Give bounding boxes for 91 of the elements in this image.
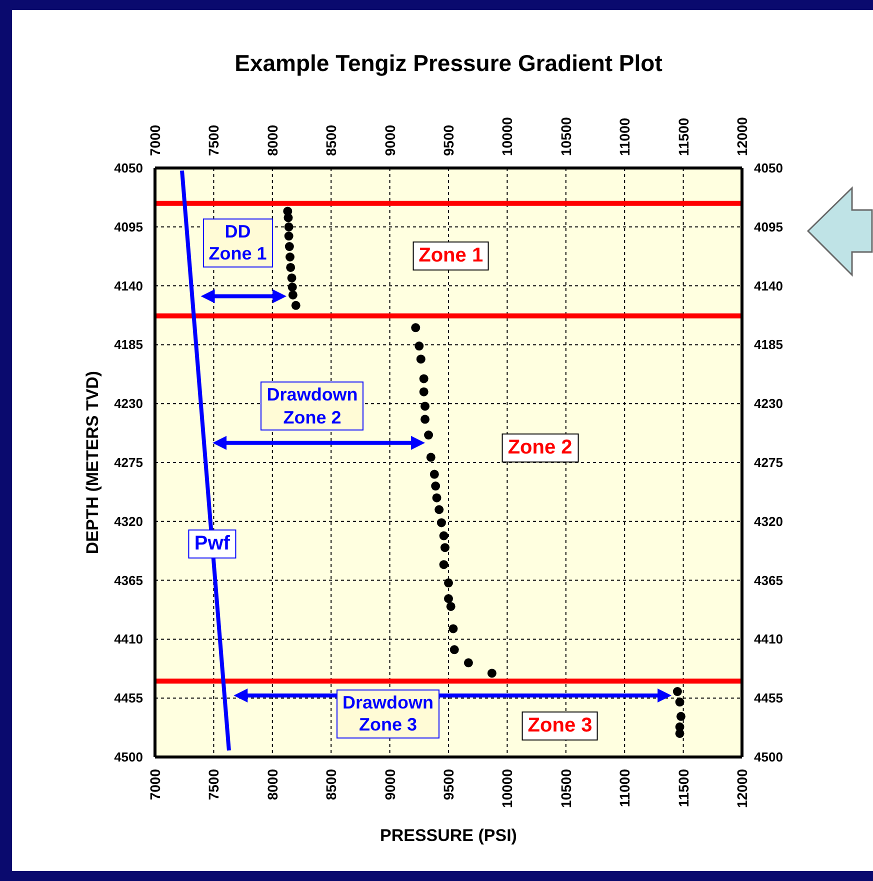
x-tick-label: 8000: [264, 768, 280, 800]
point: [284, 213, 293, 222]
point: [284, 232, 294, 241]
x2-tick-label: 9000: [382, 124, 398, 156]
point: [419, 387, 428, 396]
point: [420, 402, 430, 411]
y-tick-label: 4185: [114, 337, 143, 352]
point: [446, 602, 456, 611]
y-tick-label: 4140: [114, 278, 143, 294]
point: [675, 698, 684, 707]
point: [416, 354, 426, 364]
point: [291, 300, 300, 310]
point: [434, 505, 444, 514]
x2-tick-label: 10500: [558, 116, 574, 156]
x-tick-label: 10000: [499, 768, 516, 808]
y-tick-label: 4455: [114, 690, 143, 706]
annotation: DD Zone 1: [208, 220, 267, 266]
y2-tick-label: 4095: [754, 219, 783, 234]
annotation: Pwf: [194, 531, 230, 556]
point: [672, 687, 682, 696]
annotation: Zone 3: [528, 713, 592, 738]
point: [424, 430, 434, 440]
x-tick-label: 9500: [440, 768, 456, 800]
point: [440, 543, 450, 552]
point: [436, 518, 446, 528]
point: [420, 414, 430, 424]
point: [426, 452, 436, 462]
x-tick-label: 9000: [382, 768, 398, 800]
y2-tick-label: 4410: [754, 632, 783, 647]
y2-tick-label: 4500: [754, 750, 783, 764]
point: [439, 531, 448, 540]
chart-title: Example Tengiz Pressure Gradient Plot: [234, 50, 664, 77]
y-axis-title: DEPTH (METERS TVD): [83, 370, 102, 554]
point: [414, 342, 424, 351]
x2-tick-label: 7500: [206, 124, 222, 156]
y-tick-label: 4275: [114, 455, 143, 470]
y2-tick-label: 4140: [754, 278, 783, 294]
point: [676, 712, 686, 721]
x-tick-label: 12000: [734, 768, 750, 808]
x-axis-title: PRESSURE (PSI): [380, 826, 517, 846]
point: [411, 323, 420, 332]
point: [419, 374, 428, 384]
point: [284, 242, 294, 252]
annotation: Zone 1: [418, 243, 484, 268]
x-tick-label: 10500: [558, 768, 574, 808]
point: [487, 668, 496, 678]
y2-tick-label: 4050: [754, 160, 783, 176]
y2-tick-label: 4365: [754, 572, 783, 588]
x-tick-label: 7000: [147, 768, 163, 800]
point: [444, 578, 453, 588]
point: [439, 560, 448, 570]
y2-tick-label: 4455: [754, 690, 783, 706]
x2-tick-label: 12000: [734, 116, 750, 156]
x2-tick-label: 9500: [440, 124, 456, 156]
y-tick-label: 4365: [114, 572, 143, 588]
point: [431, 482, 440, 491]
point: [450, 645, 459, 654]
x2-tick-label: 11500: [675, 118, 692, 156]
annotation: Drawdown Zone 3: [342, 691, 434, 736]
point: [430, 470, 439, 479]
x-tick-label: 11000: [616, 768, 633, 808]
x2-tick-label: 11000: [616, 118, 633, 156]
x2-tick-label: 8500: [323, 124, 340, 156]
point: [444, 594, 453, 604]
point: [288, 290, 298, 300]
point: [432, 493, 442, 502]
point: [286, 262, 296, 272]
y-tick-label: 4230: [114, 396, 143, 412]
x-tick-label: 8500: [323, 768, 340, 800]
y-tick-label: 4050: [114, 160, 143, 176]
y-tick-label: 4500: [114, 750, 143, 764]
point: [448, 624, 458, 634]
x2-tick-label: 8000: [264, 124, 280, 156]
y2-tick-label: 4185: [754, 337, 783, 352]
y-tick-label: 4095: [114, 219, 143, 234]
x-tick-label: 7500: [206, 768, 222, 800]
y-tick-label: 4410: [114, 632, 143, 647]
point: [464, 658, 473, 668]
annotation: Zone 2: [508, 436, 572, 461]
x2-tick-label: 7000: [147, 124, 163, 156]
point: [286, 252, 295, 262]
point: [287, 273, 296, 282]
y2-tick-label: 4275: [754, 455, 783, 470]
y2-tick-label: 4320: [754, 514, 783, 529]
x-tick-label: 11500: [675, 768, 692, 808]
y-tick-label: 4320: [114, 514, 143, 529]
point: [288, 282, 297, 292]
y2-tick-label: 4230: [754, 396, 783, 412]
annotation: Drawdown Zone 2: [266, 384, 358, 429]
point: [284, 222, 294, 232]
x2-tick-label: 10000: [499, 116, 516, 156]
